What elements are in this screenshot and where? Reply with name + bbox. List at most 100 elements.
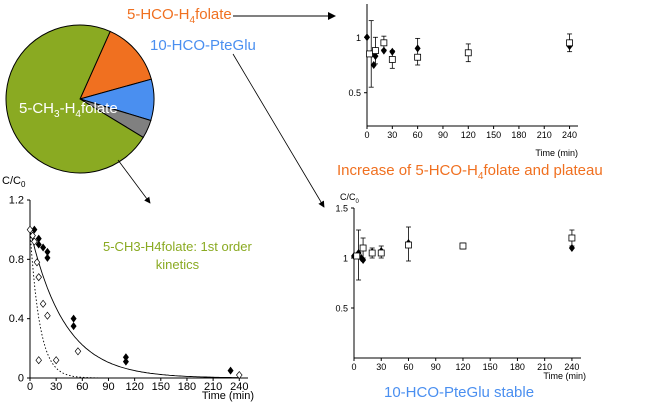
pie-label-5ch3-tail: folate xyxy=(80,100,118,117)
decay-y-title: C/C0 xyxy=(2,175,26,189)
caption-plateau-sub: 4 xyxy=(477,171,484,182)
decay-xtick-label-1: 30 xyxy=(50,381,62,393)
hco10-ytick-label-0: 0.5 xyxy=(335,304,348,314)
decay-ytick-label-0: 0 xyxy=(18,373,24,385)
caption-plateau: Increase of 5-HCO-H4folate and plateau xyxy=(337,162,603,182)
hco5-series0-point-2 xyxy=(370,61,377,69)
hco5-series0-point-4 xyxy=(380,46,387,55)
hco10-series1-point-3 xyxy=(377,249,385,257)
hco5-xtick-label-4: 120 xyxy=(461,130,476,140)
decay-fit-0 xyxy=(29,229,240,379)
hco5-xtick-label-6: 180 xyxy=(511,130,526,140)
hco5-xtick-label-2: 60 xyxy=(413,130,423,140)
hco5-xtick-label-8: 240 xyxy=(562,130,577,140)
kinetics-annotation: 5-CH3-H4folate: 1st order kinetics xyxy=(103,238,252,274)
decay-series0-point-1 xyxy=(35,234,42,243)
hco10-xtick-label-0: 0 xyxy=(351,362,356,372)
hco5-series0-point-3 xyxy=(372,52,379,61)
hco10-xtick-label-5: 150 xyxy=(483,362,498,372)
hco10-series1-point-5 xyxy=(459,242,467,250)
pie-label-5hco-text: 5-HCO-H xyxy=(127,6,190,23)
hco10-series0-point-3 xyxy=(360,256,367,264)
hco10-series1-point-1 xyxy=(359,244,367,252)
decay-ytick-label-3: 1.2 xyxy=(9,195,24,207)
decay-xtick-label-4: 120 xyxy=(125,381,143,393)
hco10-series0-point-7 xyxy=(568,244,575,252)
hco5-xtick-label-0: 0 xyxy=(364,130,369,140)
decay-series1-point-8 xyxy=(52,356,60,365)
hco10-ytick-label-2: 1.5 xyxy=(335,204,348,214)
decay-series0-point-6 xyxy=(70,314,77,323)
decay-series1-point-2 xyxy=(31,237,38,246)
pie-label-5hco: 5-HCO-H4folate xyxy=(127,6,232,26)
decay-series1-point-5 xyxy=(39,299,47,308)
decay-series0-point-8 xyxy=(122,353,129,362)
decay-series0-point-4 xyxy=(44,247,51,256)
pie-label-5ch3-mid: -H xyxy=(59,100,76,117)
pie-chart xyxy=(5,24,155,174)
decay-series1-point-9 xyxy=(74,347,82,356)
decay-xtick-label-2: 60 xyxy=(76,381,88,393)
hco10-series1-point-0 xyxy=(353,252,361,260)
hco10-xtick-label-4: 120 xyxy=(455,362,470,372)
hco5-xtick-label-3: 90 xyxy=(438,130,448,140)
hco5-xtick-label-1: 30 xyxy=(387,130,397,140)
decay-chart: 0 30 60 90 120 150 180 210 240 0 0.4 0.8 1.2 Time (mi… xyxy=(2,175,254,402)
pie-label-5ch3-sub2: 4 xyxy=(75,109,81,120)
decay-series0-point-10 xyxy=(227,366,234,375)
pie-slice-0 xyxy=(79,30,152,100)
pie-label-5ch3: 5-CH3-H4folate xyxy=(19,100,118,120)
decay-series1-point-4 xyxy=(35,273,42,282)
hco10-xtick-label-3: 90 xyxy=(431,362,441,372)
pie-label-5hco-sub: 4 xyxy=(189,15,196,26)
decay-x-title: Time (min) xyxy=(202,390,254,402)
decay-series0-point-7 xyxy=(70,322,77,331)
hco5-series1-point-1 xyxy=(372,47,379,54)
caption-plateau-tail: folate and plateau xyxy=(483,162,603,179)
hco5-series1-point-4 xyxy=(414,53,422,61)
hco10-x-title: Time (min) xyxy=(543,371,586,381)
hco10-xtick-label-2: 60 xyxy=(403,362,413,372)
decay-ytick-label-1: 0.4 xyxy=(9,313,24,325)
kinetics-annotation-line1: 5-CH3-H4folate: 1st order xyxy=(103,239,252,254)
hco10-xtick-label-1: 30 xyxy=(376,362,386,372)
connector-arrows xyxy=(117,12,336,208)
decay-series0-point-2 xyxy=(35,240,42,249)
hco10-xtick-label-8: 240 xyxy=(564,362,579,372)
decay-xtick-label-0: 0 xyxy=(27,381,33,393)
hco10-xtick-label-7: 210 xyxy=(537,362,552,372)
decay-series0-point-9 xyxy=(122,357,129,366)
decay-series1-point-10 xyxy=(236,370,243,380)
hco10-ytick-label-1: 1 xyxy=(343,254,348,264)
decay-xtick-label-7: 210 xyxy=(204,381,222,393)
decay-series0-point-3 xyxy=(40,243,47,252)
decay-series0-point-0 xyxy=(31,225,38,234)
arrow-to-10hco-chart xyxy=(232,53,325,208)
hco5-series1-point-6 xyxy=(566,39,573,47)
caption-stable: 10-HCO-PteGlu stable xyxy=(384,384,535,401)
decay-series1-point-1 xyxy=(29,231,36,240)
decay-xtick-label-6: 180 xyxy=(178,381,196,393)
hco5-series1-point-5 xyxy=(464,49,472,57)
hco5-series0-point-5 xyxy=(389,47,396,56)
hco10-series1-point-2 xyxy=(368,249,376,257)
caption-plateau-text: Increase of 5-HCO-H xyxy=(337,162,478,179)
hco10-y-title-sub: 0 xyxy=(356,199,360,205)
decay-xtick-label-5: 150 xyxy=(152,381,170,393)
5-hco-chart: 0 30 60 90 120 150 180 210 240 0.5 1 Time (min) xyxy=(348,4,578,158)
hco5-x-title: Time (min) xyxy=(535,148,578,158)
decay-series1-point-3 xyxy=(33,258,41,267)
arrow-to-decay-chart xyxy=(117,159,151,204)
hco10-series1-point-4 xyxy=(405,241,412,249)
pie-label-5ch3-sub1: 3 xyxy=(54,109,60,120)
decay-series0-point-5 xyxy=(44,253,51,262)
hco5-series1-point-2 xyxy=(380,39,388,47)
kinetics-annotation-line2: kinetics xyxy=(155,257,200,272)
pie-slice-3 xyxy=(5,24,144,174)
decay-y-title-sub: 0 xyxy=(21,180,26,189)
decay-xtick-label-8: 240 xyxy=(230,381,248,393)
hco5-series0-point-6 xyxy=(414,44,421,53)
hco5-ytick-label-0: 0.5 xyxy=(348,88,361,98)
hco5-series1-point-0 xyxy=(366,50,373,58)
